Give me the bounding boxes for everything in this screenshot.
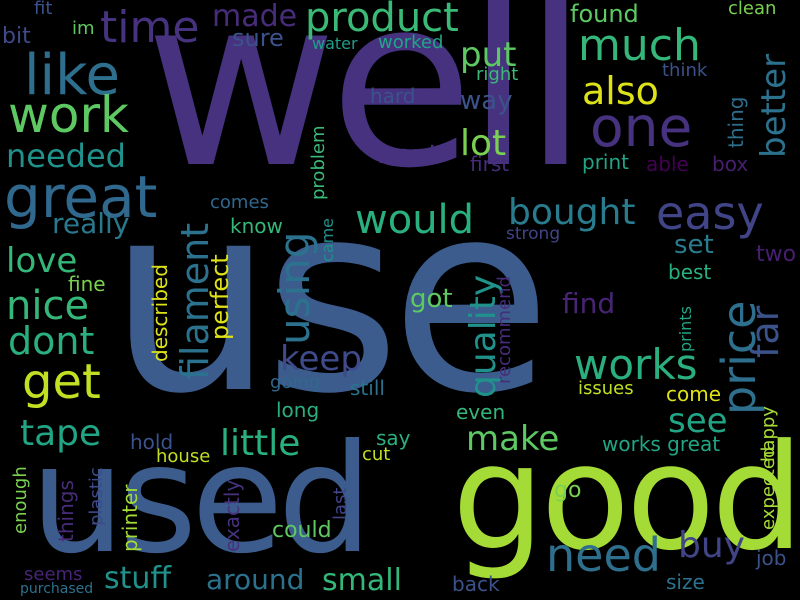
word: go [554,478,582,503]
word: one [590,95,693,159]
word: issues [578,378,634,399]
word: enough [10,466,31,534]
word: easy [656,186,764,240]
word: still [350,376,385,400]
word: see [668,401,728,441]
word: printer [118,484,142,552]
word: hard [370,84,416,108]
word: im [72,18,95,39]
word: job [756,546,787,570]
word: really [52,207,130,240]
word: came [318,217,337,262]
word: cut [362,444,391,465]
word: bit [2,24,31,49]
word: back [452,572,500,596]
word: small [322,563,402,598]
word: using [270,231,319,345]
word: get [22,354,101,410]
word: strong [506,224,561,244]
word: going [270,372,321,393]
word: exactly [220,479,244,552]
word: need [546,528,661,582]
word: seems [24,564,83,585]
word: know [230,214,283,238]
word: right [476,64,519,85]
word: got [410,284,453,314]
word: found [570,0,639,28]
word: things [54,480,78,542]
word: expected [758,446,779,530]
word: set [674,230,714,260]
word: size [666,570,705,594]
word: come [666,382,722,406]
word: say [376,426,411,450]
word: purchased [20,581,94,597]
word: dont [8,319,95,363]
word: like [24,43,121,108]
word: much [578,20,701,71]
word: clean [728,0,777,19]
word: plastic [86,467,107,526]
word: put [460,35,517,75]
word: buy [678,525,745,566]
word: recommend [494,276,515,384]
word: work [8,86,129,144]
word: works [574,340,698,389]
word: used [30,413,373,587]
word: time [100,2,200,53]
word: lot [460,123,507,164]
word: fit [34,0,53,19]
word: comes [210,192,269,213]
word: house [156,446,211,467]
word: product [305,0,459,41]
word: perfect [206,254,234,340]
word: able [646,152,689,176]
word: tape [20,413,102,454]
word: keep [280,339,362,379]
word: nice [6,283,90,329]
word: best [668,260,712,284]
word: make [466,419,560,459]
word: little [220,423,301,464]
word: think [662,60,708,81]
word: want [375,140,439,170]
word: love [6,241,78,281]
word: way [460,86,513,116]
word: box [712,152,749,176]
word: also [582,69,659,113]
word: works great [602,432,721,456]
word: described [148,264,172,362]
word: would [355,197,475,243]
word: two [756,242,797,267]
word: water [312,34,358,53]
word: first [470,152,510,176]
word: needed [6,137,126,175]
word: problem [308,125,329,200]
word: around [206,563,305,596]
word: great [4,163,158,231]
word: use [108,146,552,451]
word: better [754,53,794,158]
word: could [272,518,332,543]
word: bought [508,192,636,233]
word: last [330,487,351,520]
word: hold [130,430,174,454]
word: price [712,300,766,415]
word: print [582,150,629,174]
word: fine [68,272,106,296]
word: find [562,287,616,320]
word: long [276,398,320,422]
word: even [456,400,506,424]
word: thing [724,96,748,148]
word: well [145,0,588,220]
word: good [452,413,800,583]
word: worked [378,32,444,53]
word: made [212,0,298,34]
word: sure [232,24,284,52]
word: stuff [104,561,172,596]
